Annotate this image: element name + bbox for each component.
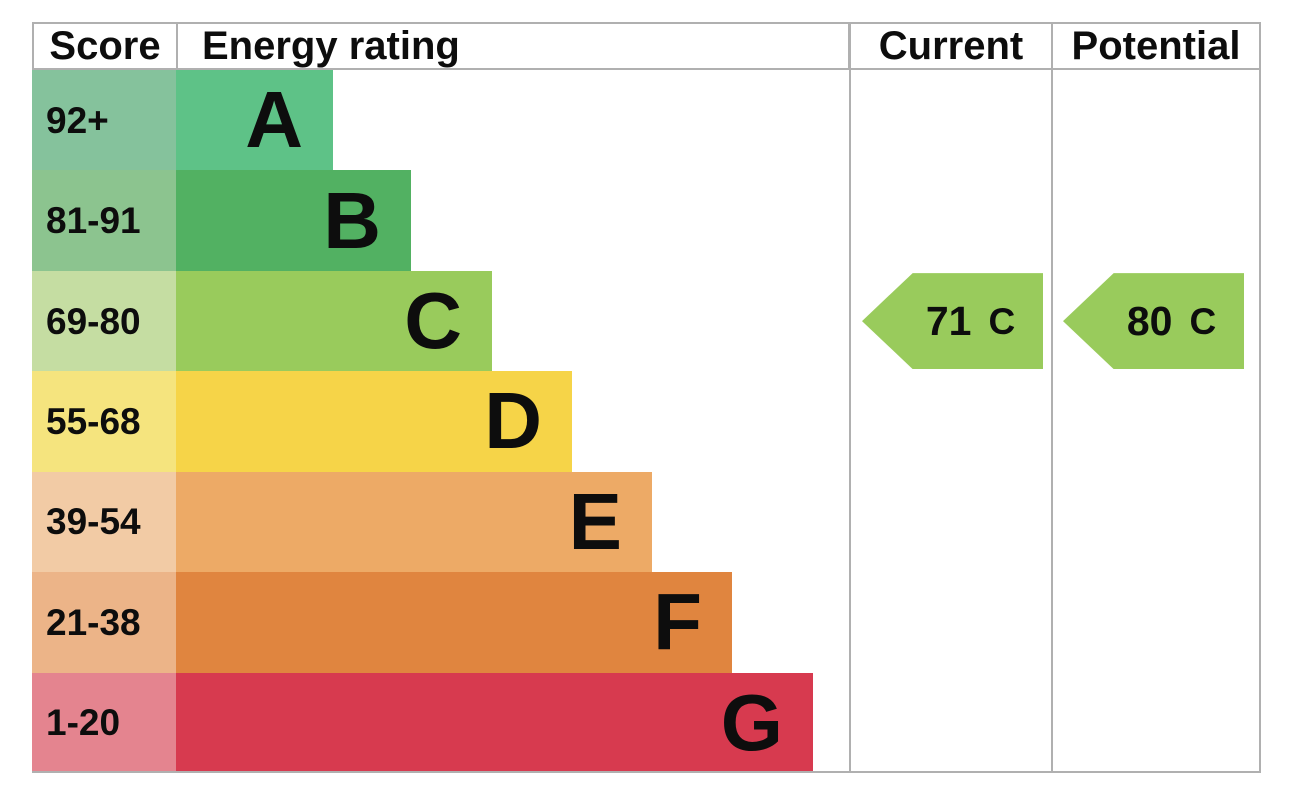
band-score-range: 1-20 <box>32 672 176 773</box>
divider <box>32 771 1261 773</box>
potential-rating-arrow: 80 C <box>1063 273 1244 370</box>
potential-header: Potential <box>1051 22 1261 70</box>
divider <box>1259 22 1261 773</box>
band-score-range: 81-91 <box>32 170 176 271</box>
band-row-a: 92+ A <box>32 70 850 171</box>
band-bar-f: F <box>176 572 732 673</box>
divider <box>1051 22 1053 773</box>
rating-table: Score Energy rating Current Potential 92… <box>32 22 1261 773</box>
band-row-c: 69-80 C <box>32 270 850 372</box>
band-bar-g: G <box>176 672 813 773</box>
current-rating-band: C <box>988 300 1016 342</box>
current-rating-value: 71 <box>925 297 972 344</box>
band-row-b: 81-91 B <box>32 170 850 271</box>
band-score-range: 55-68 <box>32 371 176 472</box>
band-bar-a: A <box>176 70 333 171</box>
rating-scale: 92+ A 81-91 B 69-80 C 55-68 D 39-54 E 21-38 F 1-20 G <box>32 70 850 773</box>
band-row-f: 21-38 F <box>32 572 850 673</box>
current-rating-arrow: 71 C <box>862 273 1043 370</box>
band-row-d: 55-68 D <box>32 371 850 472</box>
energy-rating-header: Energy rating <box>176 22 850 70</box>
band-bar-e: E <box>176 471 652 573</box>
band-bar-d: D <box>176 371 572 472</box>
band-score-range: 21-38 <box>32 572 176 673</box>
band-row-e: 39-54 E <box>32 471 850 573</box>
band-score-range: 69-80 <box>32 270 176 372</box>
band-bar-c: C <box>176 270 492 372</box>
divider <box>849 22 851 773</box>
band-bar-b: B <box>176 170 411 271</box>
current-header: Current <box>849 22 1053 70</box>
score-header: Score <box>32 22 178 70</box>
potential-rating-value: 80 <box>1126 297 1173 344</box>
band-row-g: 1-20 G <box>32 672 850 773</box>
band-score-range: 39-54 <box>32 471 176 573</box>
potential-rating-band: C <box>1189 300 1217 342</box>
band-score-range: 92+ <box>32 70 176 171</box>
